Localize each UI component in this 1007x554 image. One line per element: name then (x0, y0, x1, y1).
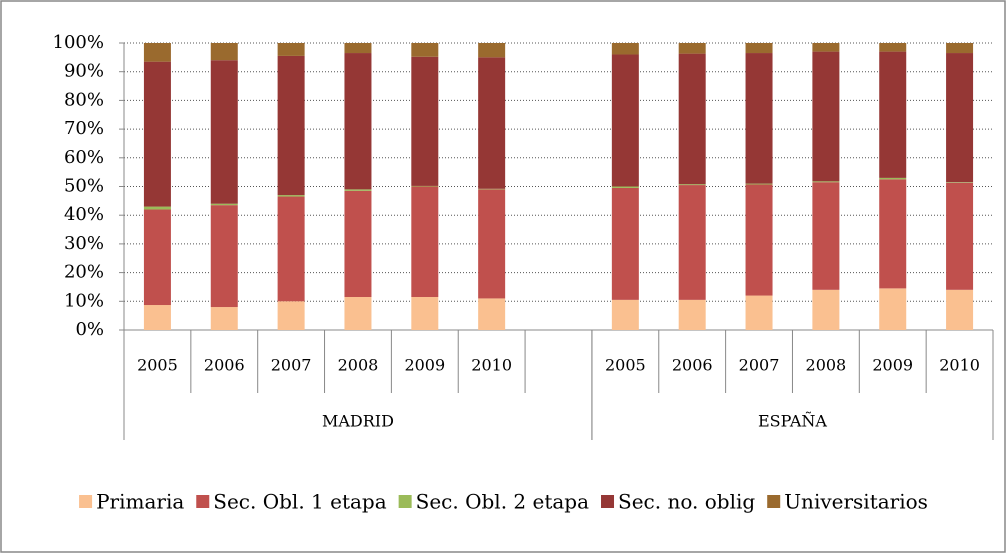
bar-segment (946, 182, 974, 290)
bar-segment (611, 299, 639, 330)
bar-segment (411, 186, 439, 297)
bar-segment (344, 43, 372, 54)
bar-segment (812, 181, 840, 183)
bar-segment (879, 43, 907, 52)
y-tick-label: 30% (64, 233, 104, 254)
bar-segment (210, 43, 238, 61)
legend-label: Sec. Obl. 2 etapa (416, 490, 589, 514)
y-tick-label: 80% (64, 89, 104, 110)
x-tick-label: 2007 (739, 356, 780, 375)
bar-segment (143, 209, 171, 306)
bar-segment (879, 177, 907, 180)
legend-swatch (767, 495, 781, 508)
x-tick-label: 2006 (672, 356, 713, 375)
x-tick-label: 2009 (404, 356, 445, 375)
bar-segment (277, 196, 305, 302)
bar-segment (478, 298, 506, 330)
bar-segment (946, 43, 974, 54)
x-tick-label: 2007 (271, 356, 312, 375)
bar-segment (745, 53, 773, 184)
y-tick-label: 100% (53, 32, 104, 53)
bar-segment (277, 301, 305, 330)
bar-segment (611, 54, 639, 187)
bar-segment (344, 190, 372, 297)
bar-segment (812, 289, 840, 330)
bar-segment (678, 299, 706, 330)
bar-segment (277, 43, 305, 56)
bar-segment (879, 51, 907, 178)
bar-segment (812, 182, 840, 290)
bar-segment (678, 43, 706, 54)
bar-segment (143, 305, 171, 330)
bar-segment (812, 43, 840, 52)
legend-label: Sec. Obl. 1 etapa (213, 490, 386, 514)
group-label: MADRID (322, 412, 394, 431)
legend-swatch (196, 495, 210, 508)
bar-segment (143, 43, 171, 62)
bar-segment (879, 179, 907, 289)
x-tick-label: 2008 (806, 356, 847, 375)
x-tick-label: 2008 (338, 356, 379, 375)
bar-segment (812, 51, 840, 182)
bar-segment (277, 195, 305, 197)
bar-segment (143, 206, 171, 210)
y-tick-label: 10% (64, 290, 104, 311)
bar-segment (478, 57, 506, 189)
bar-segment (344, 53, 372, 190)
y-tick-label: 20% (64, 262, 104, 283)
bar-segment (344, 296, 372, 330)
x-tick-label: 2010 (471, 356, 512, 375)
y-tick-label: 70% (64, 118, 104, 139)
bar-segment (143, 61, 171, 207)
bar-segment (678, 53, 706, 185)
bar-segment (745, 295, 773, 330)
legend-label: Sec. no. oblig (618, 490, 755, 514)
bar-segment (478, 188, 506, 190)
bar-segment (745, 183, 773, 185)
bar-segment (210, 307, 238, 330)
y-tick-label: 0% (75, 319, 104, 340)
y-tick-label: 60% (64, 147, 104, 168)
bar-segment (210, 205, 238, 308)
y-tick-label: 40% (64, 204, 104, 225)
bar-segment (478, 43, 506, 58)
x-tick-label: 2009 (872, 356, 913, 375)
bar-segment (946, 182, 974, 183)
bar-segment (611, 187, 639, 300)
bar-segment (745, 184, 773, 296)
bar-segment (277, 55, 305, 196)
bar-segment (478, 189, 506, 299)
legend-label: Primaria (96, 490, 184, 514)
bar-segment (611, 43, 639, 55)
bar-segment (411, 185, 439, 187)
x-tick-label: 2005 (137, 356, 178, 375)
bar-segment (678, 185, 706, 300)
legend-swatch (398, 495, 412, 508)
x-tick-label: 2010 (939, 356, 980, 375)
bar-segment (946, 289, 974, 330)
bar-segment (745, 43, 773, 54)
bar-segment (411, 56, 439, 186)
bar-segment (678, 184, 706, 186)
bar-segment (946, 53, 974, 183)
y-tick-label: 90% (64, 61, 104, 82)
bar-segment (210, 203, 238, 206)
bar-segment (611, 186, 639, 188)
legend-label: Universitarios (784, 490, 928, 514)
x-tick-label: 2006 (204, 356, 245, 375)
group-label: ESPAÑA (758, 411, 827, 431)
bar-segment (879, 288, 907, 330)
legend-swatch (601, 495, 615, 508)
legend-swatch (79, 495, 93, 508)
bar-segment (411, 296, 439, 330)
x-tick-label: 2005 (605, 356, 646, 375)
bar-segment (210, 60, 238, 204)
y-tick-label: 50% (64, 176, 104, 197)
bar-segment (411, 43, 439, 57)
bar-segment (344, 189, 372, 191)
